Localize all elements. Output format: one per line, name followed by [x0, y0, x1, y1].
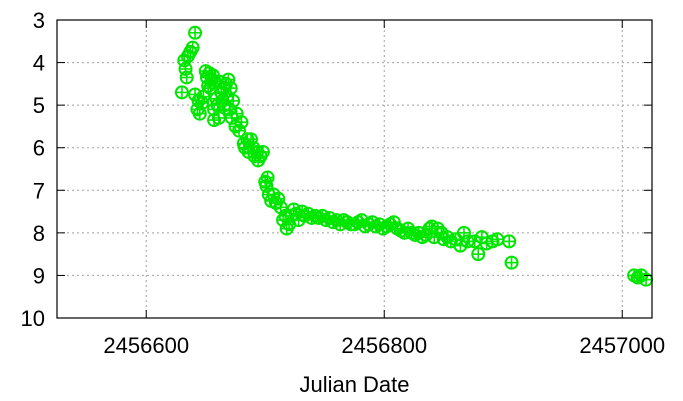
plot-border: [56, 19, 653, 319]
data-point: [174, 85, 189, 100]
x-tick-label: 2456600: [103, 333, 189, 358]
data-point: [226, 93, 241, 108]
data-point: [234, 115, 249, 130]
plot-frame: [56, 19, 653, 319]
data-point: [471, 247, 486, 262]
x-tick-label: 2456800: [341, 333, 427, 358]
data-point: [178, 61, 193, 76]
y-tick-label: 3: [33, 8, 45, 33]
data-point: [255, 144, 270, 159]
data-point: [188, 25, 203, 40]
y-tick-label: 8: [33, 221, 45, 246]
data-point: [179, 70, 194, 85]
data-point: [243, 132, 258, 147]
grid: [57, 20, 652, 318]
x-tick-label: 2457000: [579, 333, 665, 358]
data-point: [221, 72, 236, 87]
data-point: [260, 170, 275, 185]
data-point: [205, 68, 220, 83]
y-tick-label: 7: [33, 178, 45, 203]
y-tick-label: 5: [33, 93, 45, 118]
data-point: [185, 40, 200, 55]
y-tick-label: 9: [33, 263, 45, 288]
x-axis-title: Julian Date: [299, 372, 409, 397]
y-tick-label: 6: [33, 136, 45, 161]
data-points: [174, 25, 654, 287]
y-tick-label: 10: [21, 306, 45, 331]
x-axis-ticks: 2456600 2456800 2457000: [103, 20, 665, 358]
data-point: [502, 234, 517, 249]
data-point: [504, 255, 519, 270]
data-point: [223, 81, 238, 96]
y-tick-label: 4: [33, 51, 45, 76]
data-point: [211, 110, 226, 125]
data-point: [271, 191, 286, 206]
data-point: [490, 232, 505, 247]
y-axis-ticks: 3 4 5 6 7 8 9 10: [21, 8, 652, 331]
